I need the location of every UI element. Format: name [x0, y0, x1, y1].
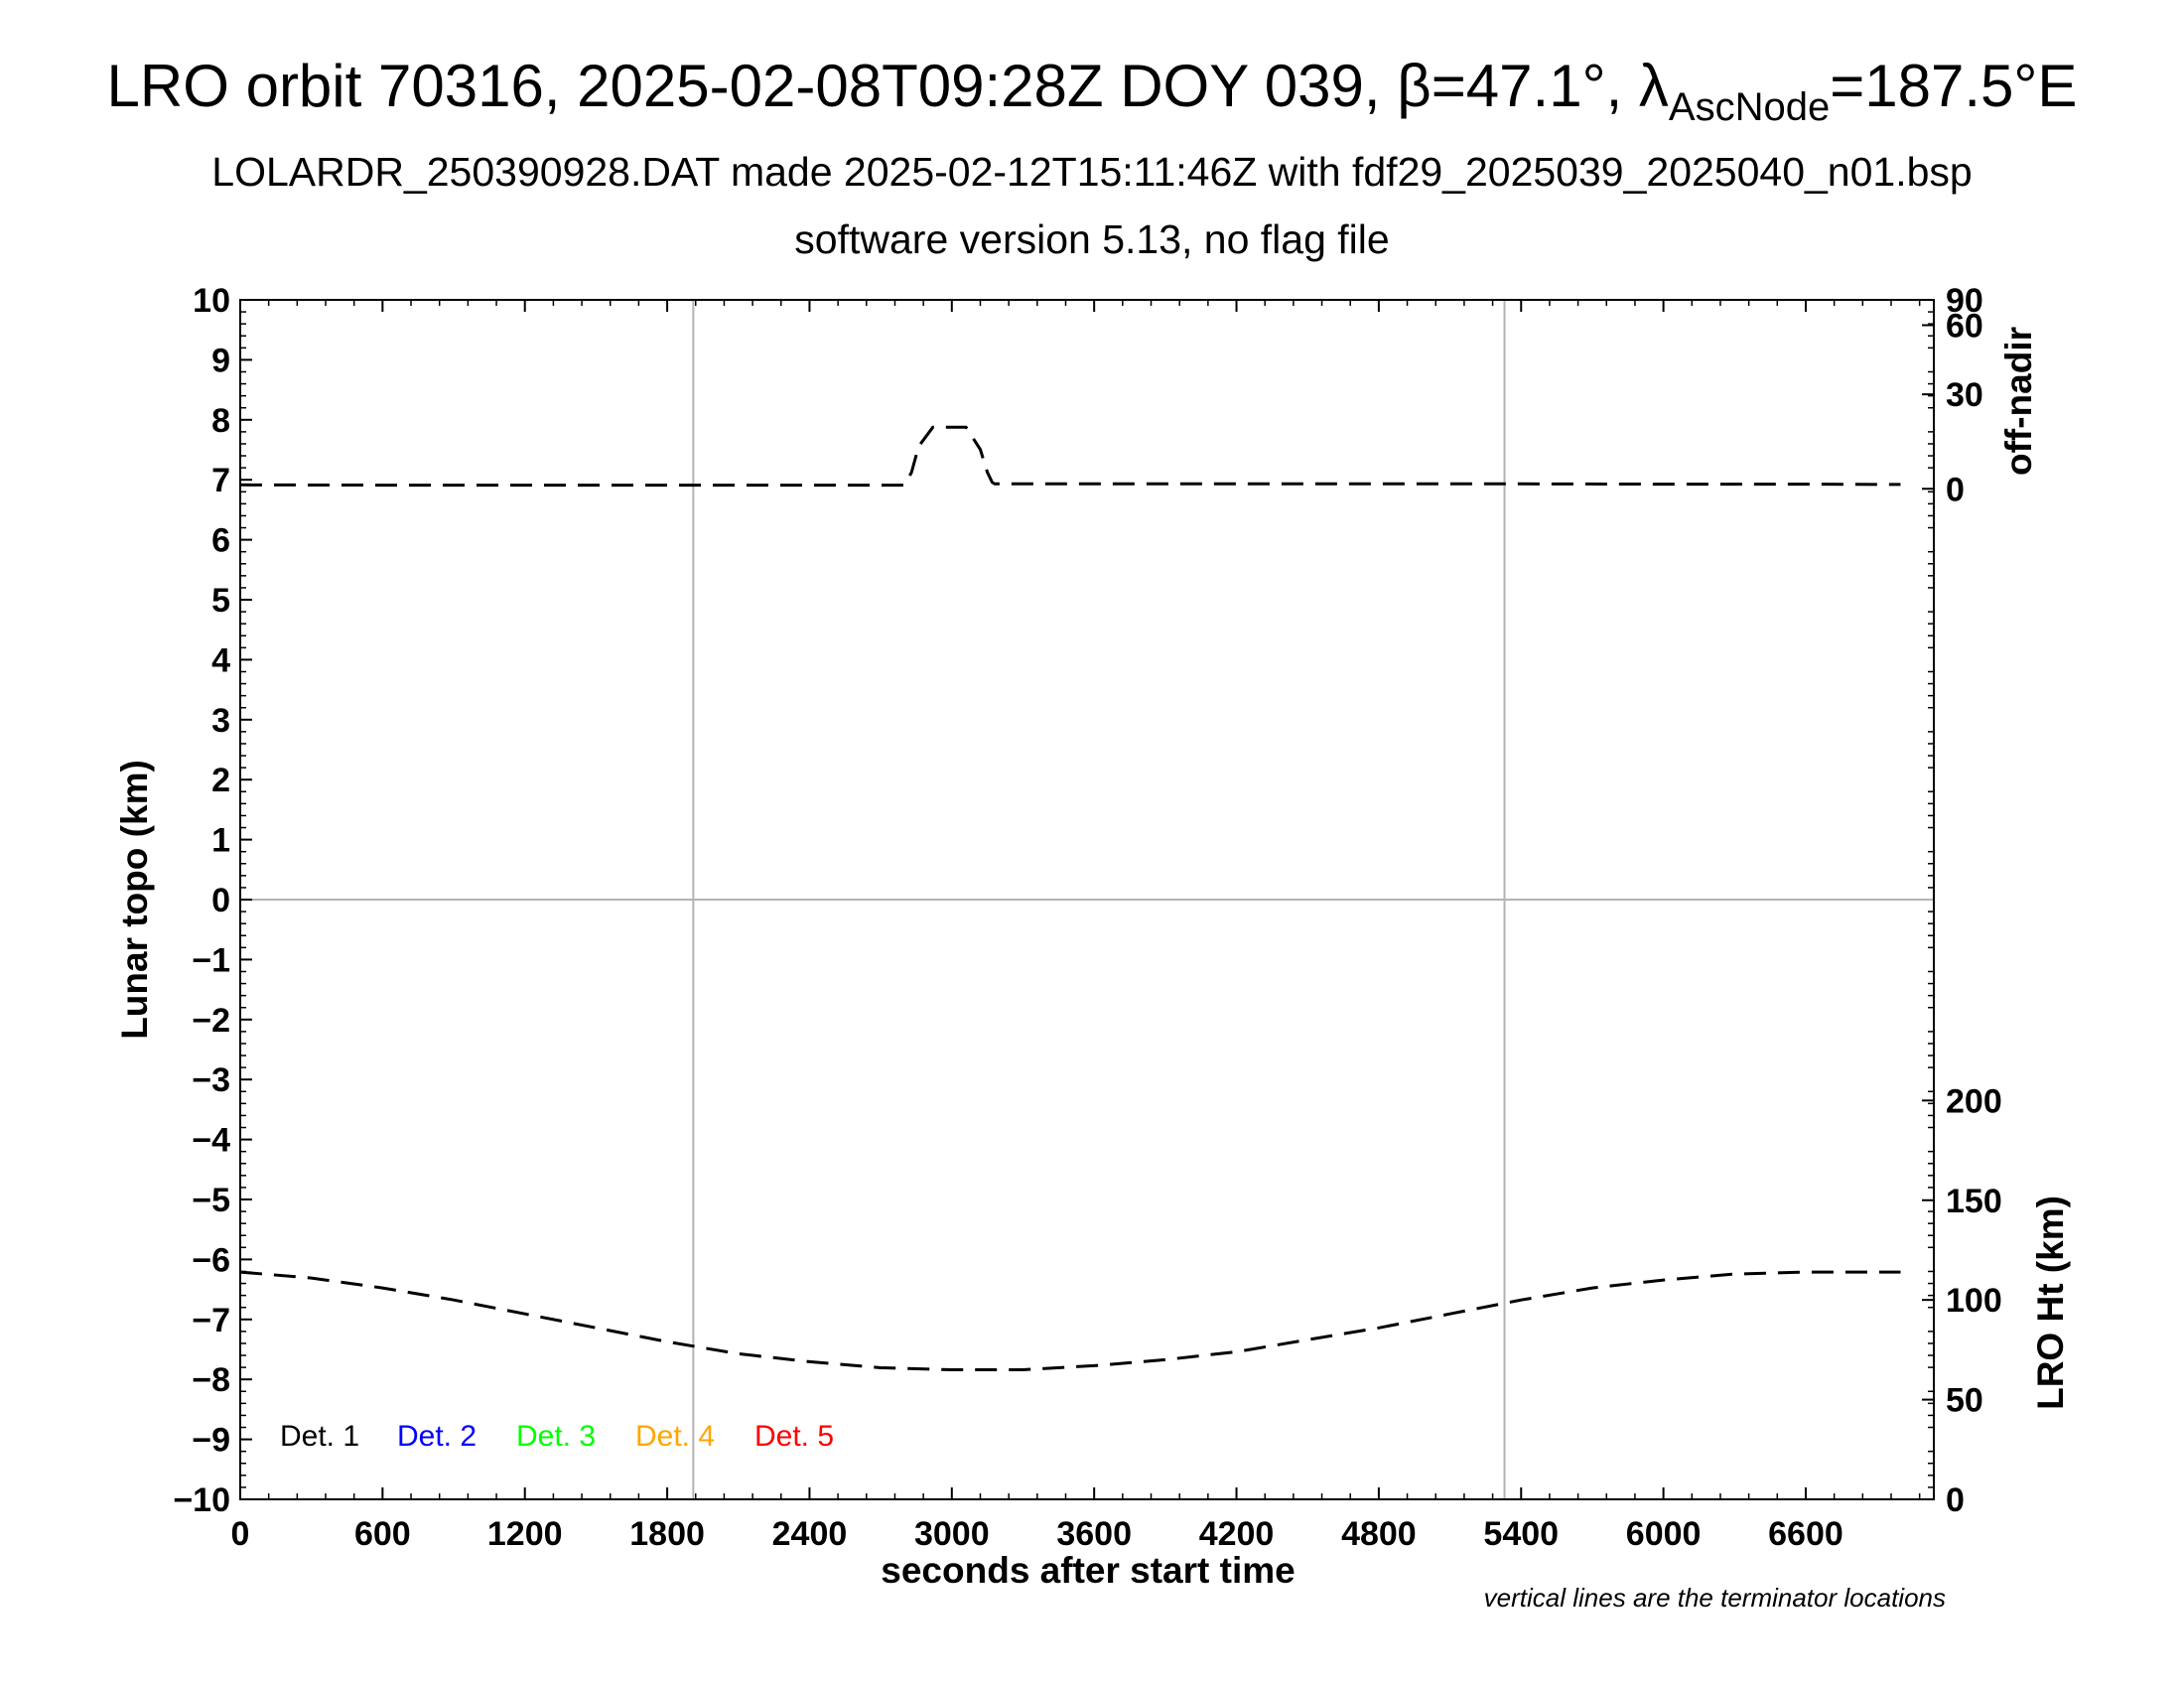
- y-tick-label: −7: [192, 1302, 230, 1339]
- chart-subtitle-version: software version 5.13, no flag file: [794, 216, 1390, 262]
- legend-entry-det-5: Det. 5: [754, 1420, 834, 1453]
- x-axis-title: seconds after start time: [881, 1550, 1295, 1591]
- y-tick-label: 2: [211, 762, 230, 799]
- y-tick-label: 9: [211, 342, 230, 379]
- x-tick-label: 2400: [772, 1515, 848, 1553]
- offnadir-tick-label: 60: [1946, 307, 1983, 345]
- x-tick-label: 1200: [487, 1515, 563, 1553]
- y-tick-label: −2: [192, 1002, 230, 1040]
- y-axis-title-ht: LRO Ht (km): [2030, 1196, 2071, 1410]
- y-tick-label: −8: [192, 1361, 230, 1399]
- x-tick-label: 1800: [629, 1515, 705, 1553]
- y-tick-label: 5: [211, 582, 230, 620]
- offnadir-tick-label: 90: [1946, 282, 1983, 320]
- y-axis-title-left: Lunar topo (km): [114, 760, 155, 1040]
- x-tick-label: 600: [354, 1515, 411, 1553]
- y-tick-label: 4: [211, 641, 230, 679]
- x-tick-label: 3000: [914, 1515, 990, 1553]
- y-tick-label: −6: [192, 1241, 230, 1279]
- legend-entry-det-3: Det. 3: [516, 1420, 596, 1453]
- ht-tick-label: 150: [1946, 1183, 2002, 1220]
- y-tick-label: −3: [192, 1061, 230, 1099]
- y-tick-label: −5: [192, 1182, 230, 1219]
- terminator-note: vertical lines are the terminator locati…: [1484, 1583, 1946, 1613]
- x-tick-label: 5400: [1483, 1515, 1559, 1553]
- y-tick-label: −9: [192, 1422, 230, 1460]
- x-tick-label: 4200: [1199, 1515, 1275, 1553]
- y-tick-label: 0: [211, 882, 230, 919]
- y-tick-label: 8: [211, 402, 230, 440]
- ht-tick-label: 0: [1946, 1481, 1965, 1519]
- ht-tick-label: 100: [1946, 1282, 2002, 1320]
- ht-tick-label: 200: [1946, 1082, 2002, 1120]
- legend-entry-det-4: Det. 4: [635, 1420, 715, 1453]
- labels-layer: 0 600 1200 1800 2400 3000 3600 4200 4800 5400 6000…: [173, 282, 2001, 1553]
- x-tick-label: 0: [231, 1515, 250, 1553]
- offnadir-tick-label: 30: [1946, 376, 1983, 414]
- x-tick-label: 4800: [1341, 1515, 1417, 1553]
- y-tick-label: 6: [211, 522, 230, 560]
- y-tick-label: −4: [192, 1122, 230, 1160]
- offnadir-series-line: [239, 425, 1901, 488]
- y-axis-title-offnadir: off-nadir: [1998, 327, 2039, 476]
- y-tick-label: 1: [211, 822, 230, 860]
- x-tick-label: 6600: [1768, 1515, 1843, 1553]
- legend: Det. 1 Det. 2 Det. 3 Det. 4 Det. 5: [280, 1420, 834, 1453]
- y-tick-label: −10: [173, 1481, 230, 1519]
- ticks-layer: [239, 299, 1934, 1500]
- ht-tick-label: 50: [1946, 1382, 1983, 1420]
- grid-layer: [240, 300, 1934, 1499]
- x-tick-label: 3600: [1056, 1515, 1132, 1553]
- y-tick-label: −1: [192, 941, 230, 979]
- y-tick-label: 10: [193, 282, 230, 320]
- chart-subtitle-file: LOLARDR_250390928.DAT made 2025-02-12T15…: [211, 149, 1973, 195]
- legend-entry-det-2: Det. 2: [397, 1420, 477, 1453]
- y-tick-label: 3: [211, 702, 230, 740]
- chart-title: LRO orbit 70316, 2025-02-08T09:28Z DOY 0…: [106, 53, 2078, 129]
- x-tick-label: 6000: [1626, 1515, 1702, 1553]
- lro-height-series-line: [239, 1270, 1901, 1371]
- series-layer: [239, 425, 1901, 1371]
- offnadir-tick-label: 0: [1946, 471, 1965, 508]
- y-tick-label: 7: [211, 462, 230, 499]
- legend-entry-det-1: Det. 1: [280, 1420, 359, 1453]
